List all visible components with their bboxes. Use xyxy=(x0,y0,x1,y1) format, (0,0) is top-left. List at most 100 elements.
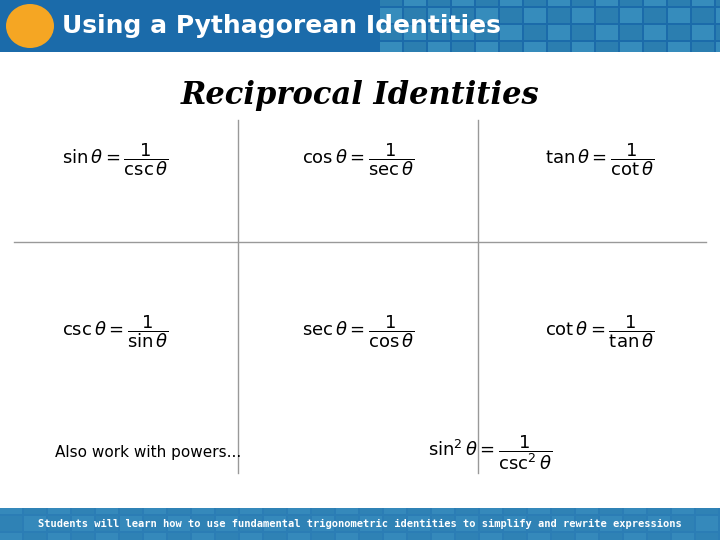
Bar xyxy=(120,516,142,531)
Bar xyxy=(576,516,598,531)
Text: $\cos\theta = \dfrac{1}{\sec\theta}$: $\cos\theta = \dfrac{1}{\sec\theta}$ xyxy=(302,141,414,178)
Bar xyxy=(168,533,190,540)
Bar xyxy=(648,499,670,514)
Bar xyxy=(408,533,430,540)
Bar xyxy=(648,533,670,540)
Bar xyxy=(240,516,262,531)
Bar xyxy=(432,499,454,514)
Bar xyxy=(600,516,622,531)
Bar xyxy=(572,0,594,6)
Bar xyxy=(524,25,546,40)
Bar xyxy=(192,533,214,540)
Bar xyxy=(696,533,718,540)
Bar xyxy=(548,25,570,40)
Bar xyxy=(648,516,670,531)
Bar xyxy=(524,0,546,6)
Bar xyxy=(192,499,214,514)
Text: Students will learn how to use fundamental trigonometric identities to simplify : Students will learn how to use fundament… xyxy=(38,519,682,529)
Bar xyxy=(500,0,522,6)
Bar xyxy=(600,499,622,514)
Bar xyxy=(620,8,642,23)
Text: $\tan\theta = \dfrac{1}{\cot\theta}$: $\tan\theta = \dfrac{1}{\cot\theta}$ xyxy=(545,141,654,178)
Bar xyxy=(528,499,550,514)
Bar xyxy=(144,499,166,514)
Bar xyxy=(240,533,262,540)
Bar xyxy=(288,533,310,540)
Bar xyxy=(336,516,358,531)
Bar xyxy=(596,25,618,40)
Bar xyxy=(504,516,526,531)
Bar xyxy=(240,499,262,514)
Bar xyxy=(168,499,190,514)
Ellipse shape xyxy=(6,4,54,48)
Bar xyxy=(432,533,454,540)
Bar xyxy=(692,8,714,23)
Bar xyxy=(500,42,522,57)
Bar xyxy=(576,533,598,540)
Bar xyxy=(120,533,142,540)
Bar xyxy=(452,25,474,40)
Bar xyxy=(456,533,478,540)
Bar xyxy=(384,499,406,514)
Bar xyxy=(716,25,720,40)
Bar xyxy=(480,516,502,531)
Bar xyxy=(264,533,286,540)
Bar xyxy=(404,42,426,57)
Bar xyxy=(572,42,594,57)
Bar xyxy=(456,499,478,514)
Bar xyxy=(500,8,522,23)
Bar xyxy=(716,0,720,6)
Bar xyxy=(168,516,190,531)
Bar xyxy=(620,25,642,40)
Bar xyxy=(216,499,238,514)
Bar xyxy=(360,499,382,514)
Bar xyxy=(476,8,498,23)
Bar xyxy=(264,499,286,514)
Bar xyxy=(572,25,594,40)
Bar xyxy=(312,499,334,514)
Bar xyxy=(524,8,546,23)
Bar xyxy=(452,0,474,6)
Bar xyxy=(404,25,426,40)
Bar xyxy=(312,516,334,531)
Bar xyxy=(548,42,570,57)
Bar xyxy=(0,516,22,531)
Bar xyxy=(404,8,426,23)
Bar xyxy=(384,533,406,540)
Bar xyxy=(576,499,598,514)
Bar xyxy=(408,499,430,514)
Bar xyxy=(408,516,430,531)
Bar xyxy=(288,516,310,531)
Text: $\sin\theta = \dfrac{1}{\csc\theta}$: $\sin\theta = \dfrac{1}{\csc\theta}$ xyxy=(61,141,168,178)
Bar xyxy=(672,499,694,514)
Bar xyxy=(380,8,402,23)
Bar xyxy=(500,25,522,40)
Text: $\sec\theta = \dfrac{1}{\cos\theta}$: $\sec\theta = \dfrac{1}{\cos\theta}$ xyxy=(302,314,414,350)
Bar xyxy=(624,533,646,540)
Bar xyxy=(72,516,94,531)
Bar xyxy=(668,25,690,40)
Bar xyxy=(548,0,570,6)
Bar xyxy=(692,0,714,6)
Bar xyxy=(264,516,286,531)
Bar xyxy=(668,0,690,6)
Bar xyxy=(624,516,646,531)
Bar xyxy=(452,42,474,57)
Bar xyxy=(644,25,666,40)
Bar xyxy=(552,499,574,514)
Bar xyxy=(380,42,402,57)
Bar xyxy=(336,533,358,540)
Bar xyxy=(528,516,550,531)
Bar xyxy=(620,42,642,57)
Bar xyxy=(476,42,498,57)
Bar xyxy=(672,533,694,540)
Bar xyxy=(476,25,498,40)
Bar xyxy=(716,8,720,23)
Bar xyxy=(96,533,118,540)
Bar xyxy=(456,516,478,531)
Bar xyxy=(380,0,402,6)
Bar xyxy=(24,533,46,540)
Bar xyxy=(428,25,450,40)
Bar xyxy=(72,499,94,514)
Bar xyxy=(572,8,594,23)
